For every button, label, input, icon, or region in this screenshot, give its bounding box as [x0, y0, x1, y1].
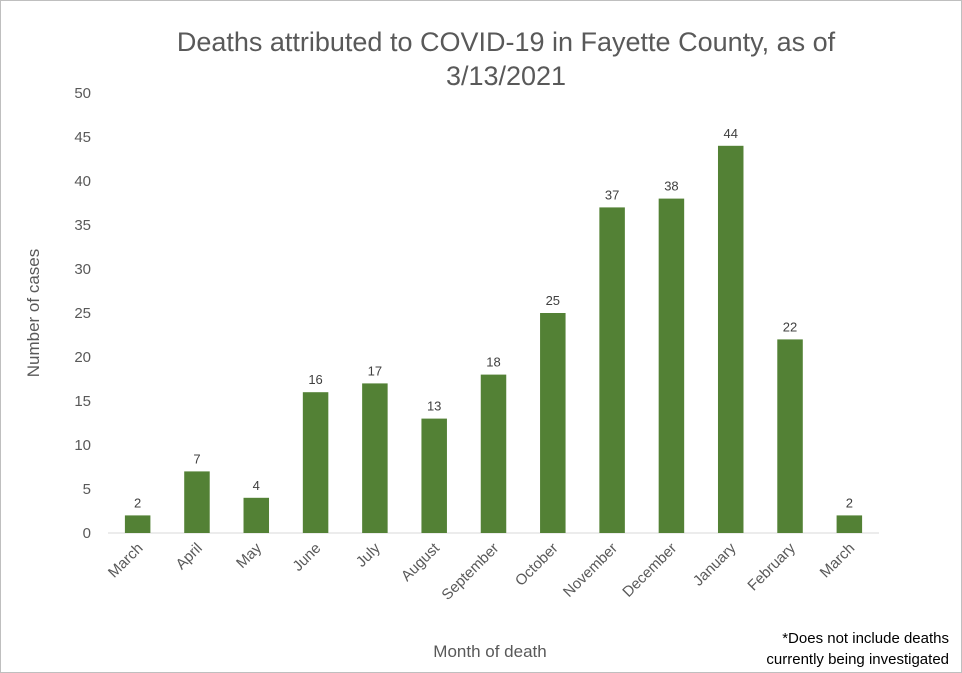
data-label: 25	[546, 293, 560, 308]
y-tick-label: 15	[74, 393, 91, 410]
data-label: 7	[193, 451, 200, 466]
footnote: *Does not include deaths currently being…	[689, 628, 949, 670]
x-tick-label: September	[438, 540, 502, 604]
bar	[243, 497, 270, 533]
bar	[777, 339, 803, 533]
y-tick-label: 35	[74, 217, 91, 234]
y-tick-label: 10	[74, 437, 91, 454]
data-label: 13	[427, 399, 441, 414]
x-tick-label: December	[619, 540, 680, 601]
data-label: 17	[368, 363, 382, 378]
bar	[184, 471, 210, 533]
x-tick-label: October	[512, 540, 562, 590]
data-label: 37	[605, 187, 619, 202]
y-axis-title: Number of cases	[24, 249, 43, 378]
data-label: 16	[308, 372, 322, 387]
bar	[540, 313, 566, 533]
bar	[362, 383, 388, 533]
data-label: 22	[783, 319, 797, 334]
x-tick-label: June	[289, 540, 324, 575]
bar	[658, 198, 685, 533]
x-tick-label: May	[233, 539, 265, 571]
chart-title: Deaths attributed to COVID-19 in Fayette…	[176, 27, 836, 91]
bar	[124, 515, 151, 533]
x-tick-label: August	[398, 539, 444, 585]
x-tick-label: April	[173, 540, 206, 573]
bar	[717, 145, 744, 534]
bar	[480, 374, 507, 533]
y-tick-label: 20	[74, 349, 91, 366]
x-axis-title: Month of death	[433, 642, 546, 661]
data-label: 2	[134, 495, 141, 510]
y-tick-label: 30	[74, 261, 91, 278]
y-tick-label: 25	[74, 305, 91, 322]
x-tick-label: March	[817, 540, 858, 581]
data-label: 44	[723, 126, 737, 141]
y-tick-label: 5	[83, 481, 91, 498]
data-label: 4	[253, 478, 260, 493]
data-label: 18	[486, 355, 500, 370]
bar	[599, 207, 625, 533]
bars	[124, 145, 863, 534]
y-tick-label: 0	[83, 525, 91, 542]
x-tick-label: November	[560, 540, 621, 601]
data-label: 2	[846, 495, 853, 510]
y-tick-label: 40	[74, 173, 91, 190]
x-tick-label: February	[744, 539, 799, 594]
footnote-line-1: *Does not include deaths	[782, 630, 949, 647]
bar	[421, 418, 447, 533]
data-label: 38	[664, 179, 678, 194]
x-tick-label: January	[690, 539, 740, 589]
x-tick-label: July	[353, 539, 384, 570]
y-tick-label: 50	[74, 85, 91, 102]
y-tick-label: 45	[74, 129, 91, 146]
footnote-line-2: currently being investigated	[766, 651, 949, 668]
bar	[302, 392, 329, 533]
y-axis-ticks: 0 5 10 15 20 25 30 35 40 45 50	[74, 85, 91, 542]
bar	[836, 515, 863, 533]
x-tick-label: March	[105, 540, 146, 581]
